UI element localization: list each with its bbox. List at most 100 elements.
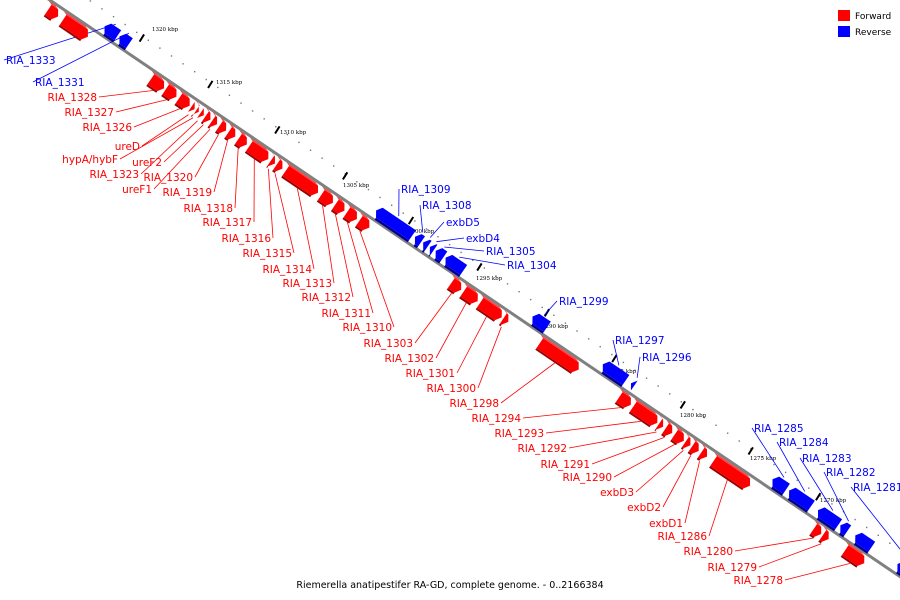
gene-label-ria-1291: RIA_1291 [540, 459, 590, 471]
minor-tick [692, 408, 694, 411]
minor-tick [831, 503, 833, 505]
leader-line [776, 441, 806, 492]
gene-ria-1300 [498, 310, 509, 327]
minor-tick [784, 471, 787, 474]
gene-label-ria-1310: RIA_1310 [342, 322, 392, 334]
minor-tick [240, 102, 242, 104]
gene-label-ria-1326: RIA_1326 [82, 122, 132, 134]
major-tick [274, 125, 281, 135]
gene-label-ria-1293: RIA_1293 [494, 428, 544, 440]
minor-tick [193, 70, 196, 73]
leader-line [194, 134, 219, 178]
gene-edge-forward [58, 11, 88, 42]
gene-label-ria-1319: RIA_1319 [162, 187, 212, 199]
gene-edge-reverse [853, 532, 876, 554]
leader-line [359, 230, 395, 328]
gene-ria-1283 [816, 507, 843, 532]
leader-line [119, 117, 194, 160]
gene-exbd4 [428, 244, 438, 257]
minor-tick [390, 204, 393, 206]
major-tick [207, 80, 214, 89]
minor-tick [669, 393, 671, 395]
gene-ria-1316 [266, 152, 275, 168]
leader-line [568, 431, 657, 449]
minor-tick [715, 424, 717, 426]
minor-tick [402, 212, 404, 214]
minor-tick [460, 251, 462, 254]
minor-tick [680, 401, 683, 403]
minor-tick [634, 369, 636, 371]
gene-ria-1320 [215, 117, 227, 135]
minor-tick [819, 495, 822, 497]
minor-tick [854, 518, 856, 521]
minor-tick [703, 416, 706, 419]
legend-reverse-label: Reverse [855, 28, 892, 38]
gene-edge-forward-2 [43, 1, 59, 21]
gene-ria-1290 [670, 426, 684, 446]
minor-tick [564, 322, 567, 324]
minor-tick [147, 39, 150, 41]
gene-ria-1280 [809, 520, 822, 539]
tick-label: 1295 kbp [476, 276, 503, 282]
gene-label-ria-1331: RIA_1331 [35, 77, 85, 89]
minor-tick [726, 432, 729, 434]
minor-tick [657, 385, 659, 387]
minor-tick [425, 228, 428, 230]
minor-tick [738, 440, 740, 442]
gene-label-ria-1302: RIA_1302 [384, 353, 434, 365]
gene-ria-1285 [771, 476, 790, 496]
minor-tick [599, 346, 601, 348]
minor-tick [101, 8, 103, 10]
minor-tick [750, 448, 752, 450]
leader-line [635, 449, 684, 493]
minor-tick [808, 487, 810, 489]
leader-line [456, 316, 487, 374]
minor-tick [448, 243, 451, 246]
tick-label: 1275 kbp [750, 456, 777, 462]
gene-label-exbd5: exbD5 [446, 217, 480, 229]
leader-line [347, 222, 374, 314]
minor-tick [472, 259, 474, 261]
leader-line [419, 204, 424, 233]
minor-tick [877, 534, 879, 537]
leader-line [636, 356, 641, 378]
legend-reverse-swatch [838, 26, 850, 37]
leader-line [267, 168, 274, 239]
gene-label-ria-1292: RIA_1292 [517, 443, 567, 455]
figure-caption: Riemerella anatipestifer RA-GD, complete… [296, 580, 603, 591]
gene-label-ria-1305: RIA_1305 [486, 246, 536, 258]
minor-tick [576, 330, 578, 332]
minor-tick [112, 15, 115, 18]
leader-line [429, 221, 445, 238]
gene-label-ria-1320: RIA_1320 [143, 172, 193, 184]
gene-uref1 [207, 112, 218, 129]
major-tick [679, 400, 686, 409]
gene-label-ria-1308: RIA_1308 [422, 200, 472, 212]
leader-line [662, 455, 692, 508]
gene-ria-1298 [535, 334, 579, 374]
leader-line [3, 23, 116, 61]
label-leader-lines [3, 23, 900, 581]
gene-label-ria-1285: RIA_1285 [754, 423, 804, 435]
minor-tick [622, 361, 625, 364]
gene-ria-1327 [161, 81, 177, 102]
gene-label-ria-1323: RIA_1323 [89, 169, 139, 181]
gene-label-ria-1314: RIA_1314 [262, 264, 312, 276]
gene-label-hypa-hybf: hypA/hybF [62, 154, 118, 166]
tick-label: 1315 kbp [216, 80, 243, 86]
tick-label: 1310 kbp [280, 130, 307, 136]
gene-hypa-hybf [191, 101, 200, 117]
gene-ria-1301 [475, 294, 502, 322]
genome-backbone [47, 0, 900, 579]
leader-line [213, 140, 228, 193]
leader-line [140, 120, 198, 175]
leader-line [477, 326, 502, 389]
gene-label-exbd2: exbD2 [627, 502, 661, 514]
legend: Forward Reverse [838, 10, 892, 38]
minor-tick [251, 110, 254, 112]
gene-ria-1311 [342, 203, 357, 224]
minor-tick [356, 181, 358, 183]
gene-ria-1278 [840, 541, 865, 568]
gene-label-ria-1300: RIA_1300 [426, 383, 476, 395]
leader-line [799, 457, 834, 511]
